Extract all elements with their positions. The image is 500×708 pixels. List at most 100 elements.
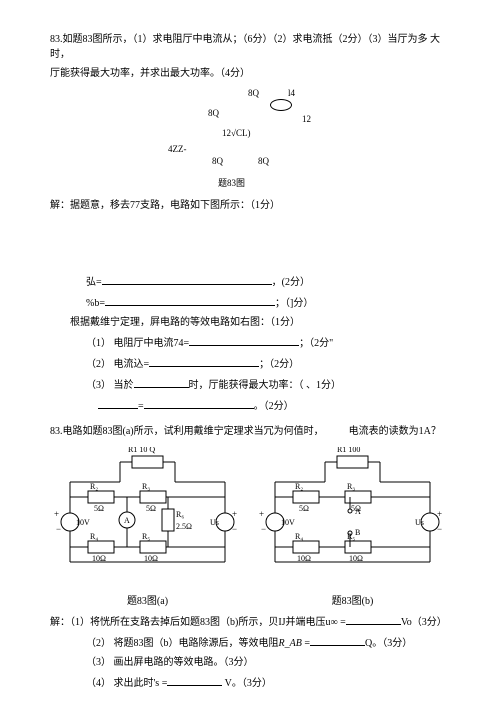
cb-nodeA: A	[355, 507, 361, 516]
q1-stem-line2: 厅能获得最大功率，并求出最大功率。（4分）	[50, 66, 450, 81]
q2-a4: （4） 求出此时's = V。（3分）	[50, 674, 450, 691]
q1-line1: 如题83图所示，（1）求电阻厅中电流从；（6分）（2）求电流抵（2分）（3）当厅…	[50, 34, 440, 60]
li3: （3） 当於 时，厅能获得最大功率：（ 、1分）	[50, 376, 450, 393]
li1a: （1） 电阻厅中电流74=	[86, 338, 189, 349]
q2-a1a: 解：（1）将恍所在支路去掉后如题83图（b)所示，贝IJ并端电压u∞ =	[50, 617, 346, 628]
sk-l7: 8Q	[212, 155, 223, 169]
li4: =。（2分）	[50, 397, 450, 414]
ca-r3: R₃	[142, 482, 150, 491]
q2-a2a: （2） 将题83图（b）电路除源后，等效电阻	[86, 638, 279, 649]
blank-q2-1[interactable]	[346, 613, 401, 625]
blank-q2-4[interactable]	[167, 674, 222, 686]
q1-number: 83.	[50, 34, 63, 45]
svg-text:+: +	[54, 509, 59, 519]
cb-r2: R₂	[295, 482, 303, 491]
eq2: %b= ；（]分）	[50, 294, 450, 311]
q1-ans1: 解：据题意，移去77支路，电路如下图所示：（1分）	[50, 198, 450, 213]
q2-a2b: =	[302, 638, 310, 649]
q2-stem2: 电流表的读数为1A？	[349, 426, 441, 437]
blank6b[interactable]	[144, 397, 254, 409]
sk-l2: l4	[288, 87, 295, 101]
cb-us: Us	[415, 518, 424, 527]
root: 根据戴维宁定理，屛电路的等效电路如右图：（1分）	[50, 315, 450, 330]
q2-a3: （3） 画出屛电路的等效电路。（3分）	[50, 655, 450, 670]
q2-number: 83.	[50, 426, 63, 437]
svg-text:−: −	[437, 524, 442, 534]
ca-r3v: 5Ω	[146, 504, 156, 513]
cb-r4v: 10Ω	[297, 554, 311, 563]
cb-vs: 10V	[281, 518, 295, 527]
q2-stem1: 电路如题83图(a)所示，试利用戴维宁定理求当冗为何值时，	[63, 426, 324, 437]
sk-caption: 题83图	[218, 177, 245, 191]
ca-r5v: 10Ω	[144, 554, 158, 563]
cb-r3: R₃	[347, 482, 355, 491]
blank3[interactable]	[189, 334, 299, 346]
svg-text:−: −	[261, 524, 266, 534]
ca-vs: 10V	[76, 518, 90, 527]
rab-symbol: R_AB	[279, 638, 302, 649]
sk-l8: 8Q	[258, 155, 269, 169]
ca-r6: R₆	[176, 510, 184, 519]
svg-text:+: +	[259, 509, 264, 519]
eq2a: %b=	[86, 298, 105, 309]
cb-nodeB: B	[355, 528, 360, 537]
blank-q2-2[interactable]	[310, 634, 365, 646]
circuits-row: R1 10 Q R₂ 5Ω R₃ 5Ω A R₆ 2.5Ω R₄ 10Ω R₅ …	[50, 447, 450, 609]
q2-a4a: （4） 求出此时's =	[86, 678, 167, 689]
ca-r2: R₂	[90, 482, 98, 491]
circuit-b: R1 100 R₂ 5Ω R₃ 5Ω A B R₄ 10Ω R₅ 10Ω + −…	[255, 447, 450, 609]
circuit-a: R1 10 Q R₂ 5Ω R₃ 5Ω A R₆ 2.5Ω R₄ 10Ω R₅ …	[50, 447, 245, 609]
li2a: （2） 电流込=	[86, 359, 149, 370]
q2-stem: 83.电路如题83图(a)所示，试利用戴维宁定理求当冗为何值时， 电流表的读数为…	[50, 424, 450, 439]
li2b: ；（2分）	[259, 359, 299, 370]
diagram-placeholder	[50, 217, 450, 273]
circuit-b-caption: 题83图(b)	[255, 594, 450, 609]
sk-l4: 12	[302, 113, 311, 127]
blank4[interactable]	[149, 355, 259, 367]
li2: （2） 电流込= ；（2分）	[50, 355, 450, 372]
eq1b: ，(2分）	[272, 277, 310, 288]
blank5[interactable]	[134, 376, 189, 388]
li3b: 时，厅能获得最大功率：（ 、1分）	[189, 380, 342, 391]
ca-r4: R₄	[90, 532, 98, 541]
blank1[interactable]	[102, 273, 272, 285]
circuit-b-svg: R1 100 R₂ 5Ω R₃ 5Ω A B R₄ 10Ω R₅ 10Ω + −…	[255, 447, 450, 587]
ca-r4v: 10Ω	[92, 554, 106, 563]
sk-eye	[270, 99, 292, 111]
q1-sketch: 8Q l4 8Q 12 12√CL) 4ZZ- 8Q 8Q 题83图	[140, 87, 360, 192]
sk-l1: 8Q	[248, 87, 259, 101]
q2-a4b: V。（3分）	[222, 678, 272, 689]
blank6a[interactable]	[98, 397, 138, 409]
svg-text:−: −	[232, 524, 237, 534]
cb-r2v: 5Ω	[299, 504, 309, 513]
li4c: 。（2分）	[254, 401, 294, 412]
q2-a1b: Vo（3分）	[401, 617, 447, 628]
q2-a2c: Q。（3分）	[365, 638, 412, 649]
li1b: ；（2分"	[299, 338, 333, 349]
ca-r2v: 5Ω	[94, 504, 104, 513]
li3a: （3） 当於	[86, 380, 134, 391]
ca-us: Us	[210, 518, 219, 527]
circuit-a-svg: R1 10 Q R₂ 5Ω R₃ 5Ω A R₆ 2.5Ω R₄ 10Ω R₅ …	[50, 447, 245, 587]
li1: （1） 电阻厅中电流74= ；（2分"	[50, 334, 450, 351]
q2-a1: 解：（1）将恍所在支路去掉后如题83图（b)所示，贝IJ并端电压u∞ = Vo（3…	[50, 613, 450, 630]
svg-text:+: +	[232, 509, 237, 519]
sk-l6: 4ZZ-	[168, 143, 187, 157]
q2-a2: （2） 将题83图（b）电路除源后，等效电阻R_AB = Q。（3分）	[50, 634, 450, 651]
cb-r5v: 10Ω	[349, 554, 363, 563]
ca-r5: R₅	[142, 532, 150, 541]
blank2[interactable]	[105, 294, 275, 306]
sk-l3: 8Q	[208, 107, 219, 121]
cb-r4: R₄	[295, 532, 303, 541]
ca-r6v: 2.5Ω	[176, 522, 192, 531]
eq1a: 弘=	[86, 277, 102, 288]
eq2b: ；（]分）	[275, 298, 313, 309]
cb-r5: R₅	[347, 532, 355, 541]
svg-text:−: −	[56, 524, 61, 534]
svg-text:+: +	[437, 509, 442, 519]
eq1: 弘= ，(2分）	[50, 273, 450, 290]
cb-r1: R1 100	[337, 447, 360, 454]
sk-l5: 12√CL)	[222, 127, 250, 141]
q1-stem: 83.如题83图所示，（1）求电阻厅中电流从；（6分）（2）求电流抵（2分）（3…	[50, 32, 450, 62]
circuit-a-caption: 题83图(a)	[50, 594, 245, 609]
